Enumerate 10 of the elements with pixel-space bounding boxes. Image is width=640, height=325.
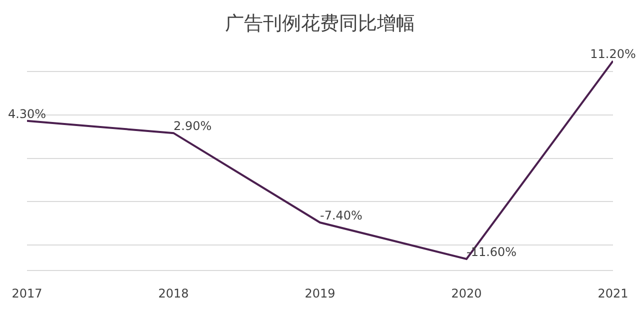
data-label: -7.40% — [320, 208, 362, 223]
data-label: 2.90% — [174, 119, 212, 134]
x-tick-label: 2020 — [451, 286, 482, 300]
data-label: 4.30% — [8, 106, 46, 121]
x-tick-label: 2017 — [12, 286, 42, 300]
x-tick-label: 2021 — [598, 286, 628, 300]
x-tick-label: 2019 — [304, 286, 336, 300]
chart-title: 广告刊例花费同比增幅 — [225, 12, 415, 35]
x-tick-label: 2018 — [158, 286, 189, 300]
data-label: 11.20% — [590, 47, 636, 61]
